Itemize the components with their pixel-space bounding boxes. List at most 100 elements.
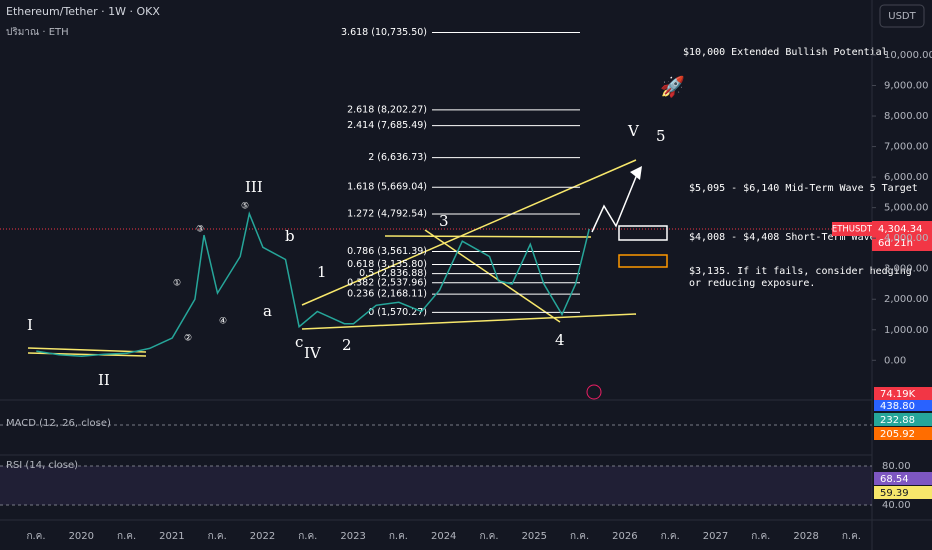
x-tick-label: 2022 — [250, 531, 275, 542]
wave-label: III — [245, 178, 263, 196]
fib-label: 0.786 (3,561.39) — [347, 246, 427, 257]
wave-label: a — [263, 302, 272, 320]
support-box — [618, 254, 668, 268]
y-tick-label: 7,000.00 — [884, 142, 929, 153]
y-tick-label: 10,000.00 — [884, 50, 932, 61]
currency-button[interactable] — [879, 4, 925, 28]
signal-value: 205.92 — [880, 429, 915, 440]
x-tick-label: 2024 — [431, 531, 456, 542]
symbol-title: Ethereum/Tether · 1W · OKX — [6, 5, 160, 18]
x-tick-label: ก.ค. — [751, 531, 770, 542]
x-tick-label: ก.ค. — [389, 531, 408, 542]
volume-value: 74.19K — [880, 389, 916, 400]
x-tick-label: ก.ค. — [570, 531, 589, 542]
y-tick-label: 9,000.00 — [884, 80, 929, 91]
annotation: $5,095 - $6,140 Mid-Term Wave 5 Target — [689, 183, 918, 194]
target-box — [618, 225, 668, 241]
x-tick-label: 2026 — [612, 531, 637, 542]
wave-label: II — [98, 371, 110, 389]
annotation: $10,000 Extended Bullish Potential — [683, 47, 888, 58]
projection-arrow — [591, 171, 639, 233]
arrow-head — [630, 166, 642, 180]
sub-wave: ③ — [196, 225, 204, 235]
rsi-ma-value: 59.39 — [880, 488, 909, 499]
annotation: or reducing exposure. — [689, 278, 815, 289]
macd-value: 438.80 — [880, 401, 915, 412]
x-tick-label: ก.ค. — [208, 531, 227, 542]
rocket-icon: 🚀 — [660, 75, 685, 99]
x-tick-label: 2027 — [703, 531, 728, 542]
last-price: 4,304.34 — [878, 224, 923, 235]
value-tag — [874, 413, 932, 426]
x-tick-label: 2023 — [340, 531, 365, 542]
x-tick-label: 2021 — [159, 531, 184, 542]
wave-label: V — [627, 122, 640, 140]
fib-label: 2.414 (7,685.49) — [347, 120, 427, 131]
rsi-tick: 80.00 — [882, 461, 911, 472]
fib-label: 3.618 (10,735.50) — [341, 27, 427, 38]
fib-label: 0 (1,570.27) — [368, 307, 427, 318]
sub-wave: ② — [184, 334, 192, 344]
x-tick-label: 2025 — [522, 531, 547, 542]
y-tick-label: 5,000.00 — [884, 203, 929, 214]
x-tick-label: ก.ค. — [661, 531, 680, 542]
countdown: 6d 21h — [878, 238, 913, 249]
x-tick-label: ก.ค. — [842, 531, 861, 542]
wave-label: I — [27, 316, 33, 334]
y-tick-label: 8,000.00 — [884, 111, 929, 122]
y-tick-label: 1,000.00 — [884, 325, 929, 336]
macd-value: 232.88 — [880, 415, 915, 426]
price-series — [36, 211, 590, 358]
y-tick-label: 2,000.00 — [884, 294, 929, 305]
y-tick-label: 3,000.00 — [884, 264, 929, 275]
y-tick-label: 0.00 — [884, 355, 906, 366]
value-tag — [874, 486, 932, 499]
x-tick-label: 2028 — [793, 531, 818, 542]
symbol-tag-label: ETHUSDT — [832, 225, 873, 235]
rsi-tick: 40.00 — [882, 500, 911, 511]
annotation: $3,135. If it fails, consider hedging — [689, 266, 912, 277]
fib-label: 2 (6,636.73) — [368, 152, 427, 163]
trendlines — [27, 159, 637, 357]
fib-label: 0.5 (2,836.88) — [359, 268, 427, 279]
volume-label: ปริมาณ · ETH — [6, 27, 69, 38]
x-tick-label: 2020 — [69, 531, 94, 542]
wave-label: 3 — [439, 212, 449, 230]
x-tick-label: ก.ค. — [26, 531, 45, 542]
value-tag — [874, 387, 932, 400]
wave-label: 2 — [342, 336, 352, 354]
macd-title: MACD (12, 26, close) — [6, 418, 111, 429]
sub-wave: ⑤ — [241, 202, 249, 212]
rsi-title: RSI (14, close) — [6, 460, 78, 471]
wave-label: b — [285, 227, 295, 245]
currency-label: USDT — [888, 11, 916, 22]
value-tag — [874, 400, 932, 411]
wave-label: IV — [304, 344, 322, 362]
fib-label: 0.618 (3,135.80) — [347, 259, 427, 270]
price-tag — [872, 221, 932, 251]
fib-label: 2.618 (8,202.27) — [347, 104, 427, 115]
wave-label: 4 — [555, 331, 565, 349]
fib-label: 0.382 (2,537.96) — [347, 277, 427, 288]
fib-label: 1.618 (5,669.04) — [347, 182, 427, 193]
y-tick-label: 4,000.00 — [884, 233, 929, 244]
x-tick-label: ก.ค. — [479, 531, 498, 542]
x-tick-label: ก.ค. — [298, 531, 317, 542]
sub-wave: ④ — [219, 317, 227, 327]
fib-label: 0.236 (2,168.11) — [347, 289, 427, 300]
value-tag — [874, 427, 932, 440]
wave-label: 5 — [656, 127, 666, 145]
symbol-tag — [832, 222, 872, 236]
rsi-value: 68.54 — [880, 474, 909, 485]
annotation: $4,008 - $4,408 Short-Term Wave 5 Target — [689, 232, 930, 243]
value-tag — [874, 472, 932, 485]
x-tick-label: ก.ค. — [117, 531, 136, 542]
rsi-band — [0, 466, 872, 505]
fib-label: 1.272 (4,792.54) — [347, 208, 427, 219]
y-tick-label: 6,000.00 — [884, 172, 929, 183]
wave-label: 1 — [317, 263, 327, 281]
wave-label: c — [295, 333, 303, 351]
event-icon — [586, 384, 602, 400]
sub-wave: ① — [173, 279, 181, 289]
